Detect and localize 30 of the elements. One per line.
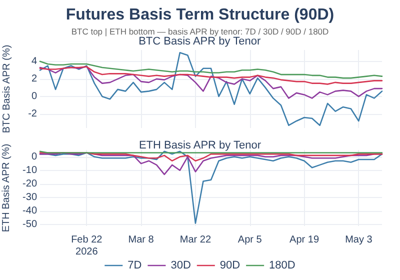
y-axis-title: ETH Basis APR (%) <box>1 144 12 232</box>
legend-label: 7D <box>128 260 142 272</box>
x-tick-label: May 3 <box>345 234 373 246</box>
line-series <box>39 66 383 85</box>
x-tick-label: Mar 22 <box>180 234 212 246</box>
y-tick-label: 0 <box>31 90 38 102</box>
y-tick-label: 4 <box>31 56 38 67</box>
y-tick-label: 0 <box>31 151 38 162</box>
chart-title: Futures Basis Term Structure (90D) <box>66 6 334 24</box>
x-tick-label: Apr 19 <box>290 234 320 246</box>
y-tick-label: 2 <box>31 73 38 84</box>
x-tick-label: Feb 22 2026 <box>71 234 103 258</box>
line-series <box>39 66 383 99</box>
y-axis-title: BTC Basis APR (%) <box>2 44 12 134</box>
y-tick-label: -2 <box>28 108 38 120</box>
legend-label: 90D <box>220 260 240 272</box>
line-series <box>39 60 383 79</box>
x-tick-label: Apr 5 <box>238 234 262 246</box>
chart-subtitle: BTC top | ETH bottom — basis APR by tenor: 7D / 30D / 90D / 180D <box>71 26 329 36</box>
y-tick-label: -30 <box>22 192 38 203</box>
y-tick-label: -20 <box>22 178 38 190</box>
y-tick-label: -50 <box>22 219 38 230</box>
x-tick-label: Mar 8 <box>128 234 154 246</box>
legend-label: 30D <box>170 260 191 272</box>
y-tick-label: -10 <box>22 164 38 176</box>
line-series <box>39 52 383 126</box>
chart-title: ETH Basis APR by Tenor <box>138 140 262 152</box>
legend-label: 180D <box>269 260 296 272</box>
text: BTC Basis APR by Tenor <box>138 36 261 48</box>
y-tick-label: -40 <box>22 206 38 217</box>
